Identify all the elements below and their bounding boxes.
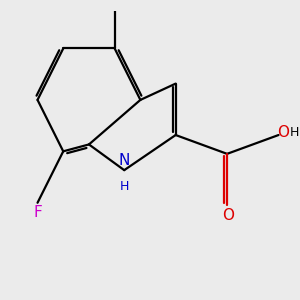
Text: N: N [118, 153, 130, 168]
Text: H: H [119, 180, 129, 193]
Text: F: F [33, 205, 42, 220]
Text: H: H [290, 126, 300, 139]
Text: O: O [223, 208, 235, 223]
Text: O: O [277, 125, 289, 140]
